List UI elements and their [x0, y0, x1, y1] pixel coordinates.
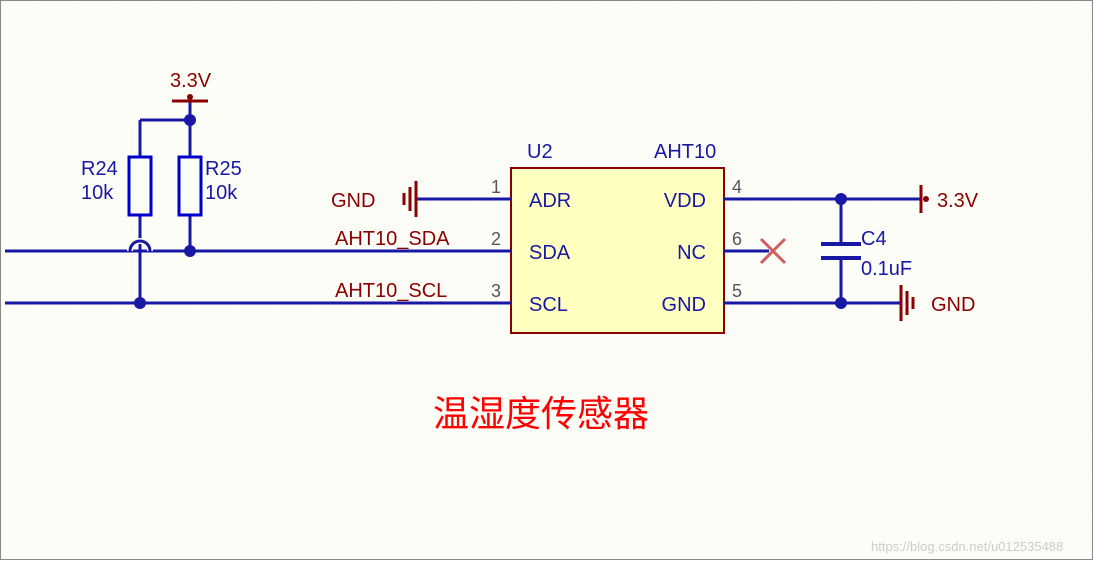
svg-text:1: 1	[491, 177, 501, 197]
svg-text:AHT10_SDA: AHT10_SDA	[335, 228, 450, 250]
svg-text:SCL: SCL	[529, 294, 568, 316]
svg-text:6: 6	[732, 229, 742, 249]
svg-text:AHT10_SCL: AHT10_SCL	[335, 280, 447, 302]
svg-text:10k: 10k	[81, 182, 114, 204]
svg-text:C4: C4	[861, 228, 887, 250]
svg-text:R25: R25	[205, 158, 242, 180]
svg-text:VDD: VDD	[664, 190, 706, 212]
svg-text:GND: GND	[931, 294, 975, 316]
svg-text:U2: U2	[527, 141, 553, 163]
svg-text:ADR: ADR	[529, 190, 571, 212]
chip-u2: U2 AHT10 1 ADR 2 SDA 3 SCL 4 VDD 6 NC 5 GND	[466, 141, 769, 333]
svg-text:R24: R24	[81, 158, 118, 180]
watermark: https://blog.csdn.net/u012535488	[871, 539, 1063, 554]
svg-text:3.3V: 3.3V	[170, 70, 212, 92]
schematic-title: 温湿度传感器	[433, 393, 649, 434]
svg-text:AHT10: AHT10	[654, 141, 716, 163]
svg-text:NC: NC	[677, 242, 706, 264]
svg-text:3.3V: 3.3V	[937, 190, 979, 212]
svg-text:0.1uF: 0.1uF	[861, 258, 912, 280]
svg-text:GND: GND	[331, 190, 375, 212]
svg-text:3: 3	[491, 281, 501, 301]
svg-text:10k: 10k	[205, 182, 238, 204]
schematic-canvas: R2410kR2510k U2AHT101ADR2SDA3SCL4VDD6NC5…	[0, 0, 1093, 560]
svg-text:4: 4	[732, 177, 742, 197]
svg-text:2: 2	[491, 229, 501, 249]
svg-text:GND: GND	[662, 294, 706, 316]
schematic-svg: R2410kR2510k U2AHT101ADR2SDA3SCL4VDD6NC5…	[1, 1, 1093, 561]
svg-text:5: 5	[732, 281, 742, 301]
svg-text:SDA: SDA	[529, 242, 571, 264]
